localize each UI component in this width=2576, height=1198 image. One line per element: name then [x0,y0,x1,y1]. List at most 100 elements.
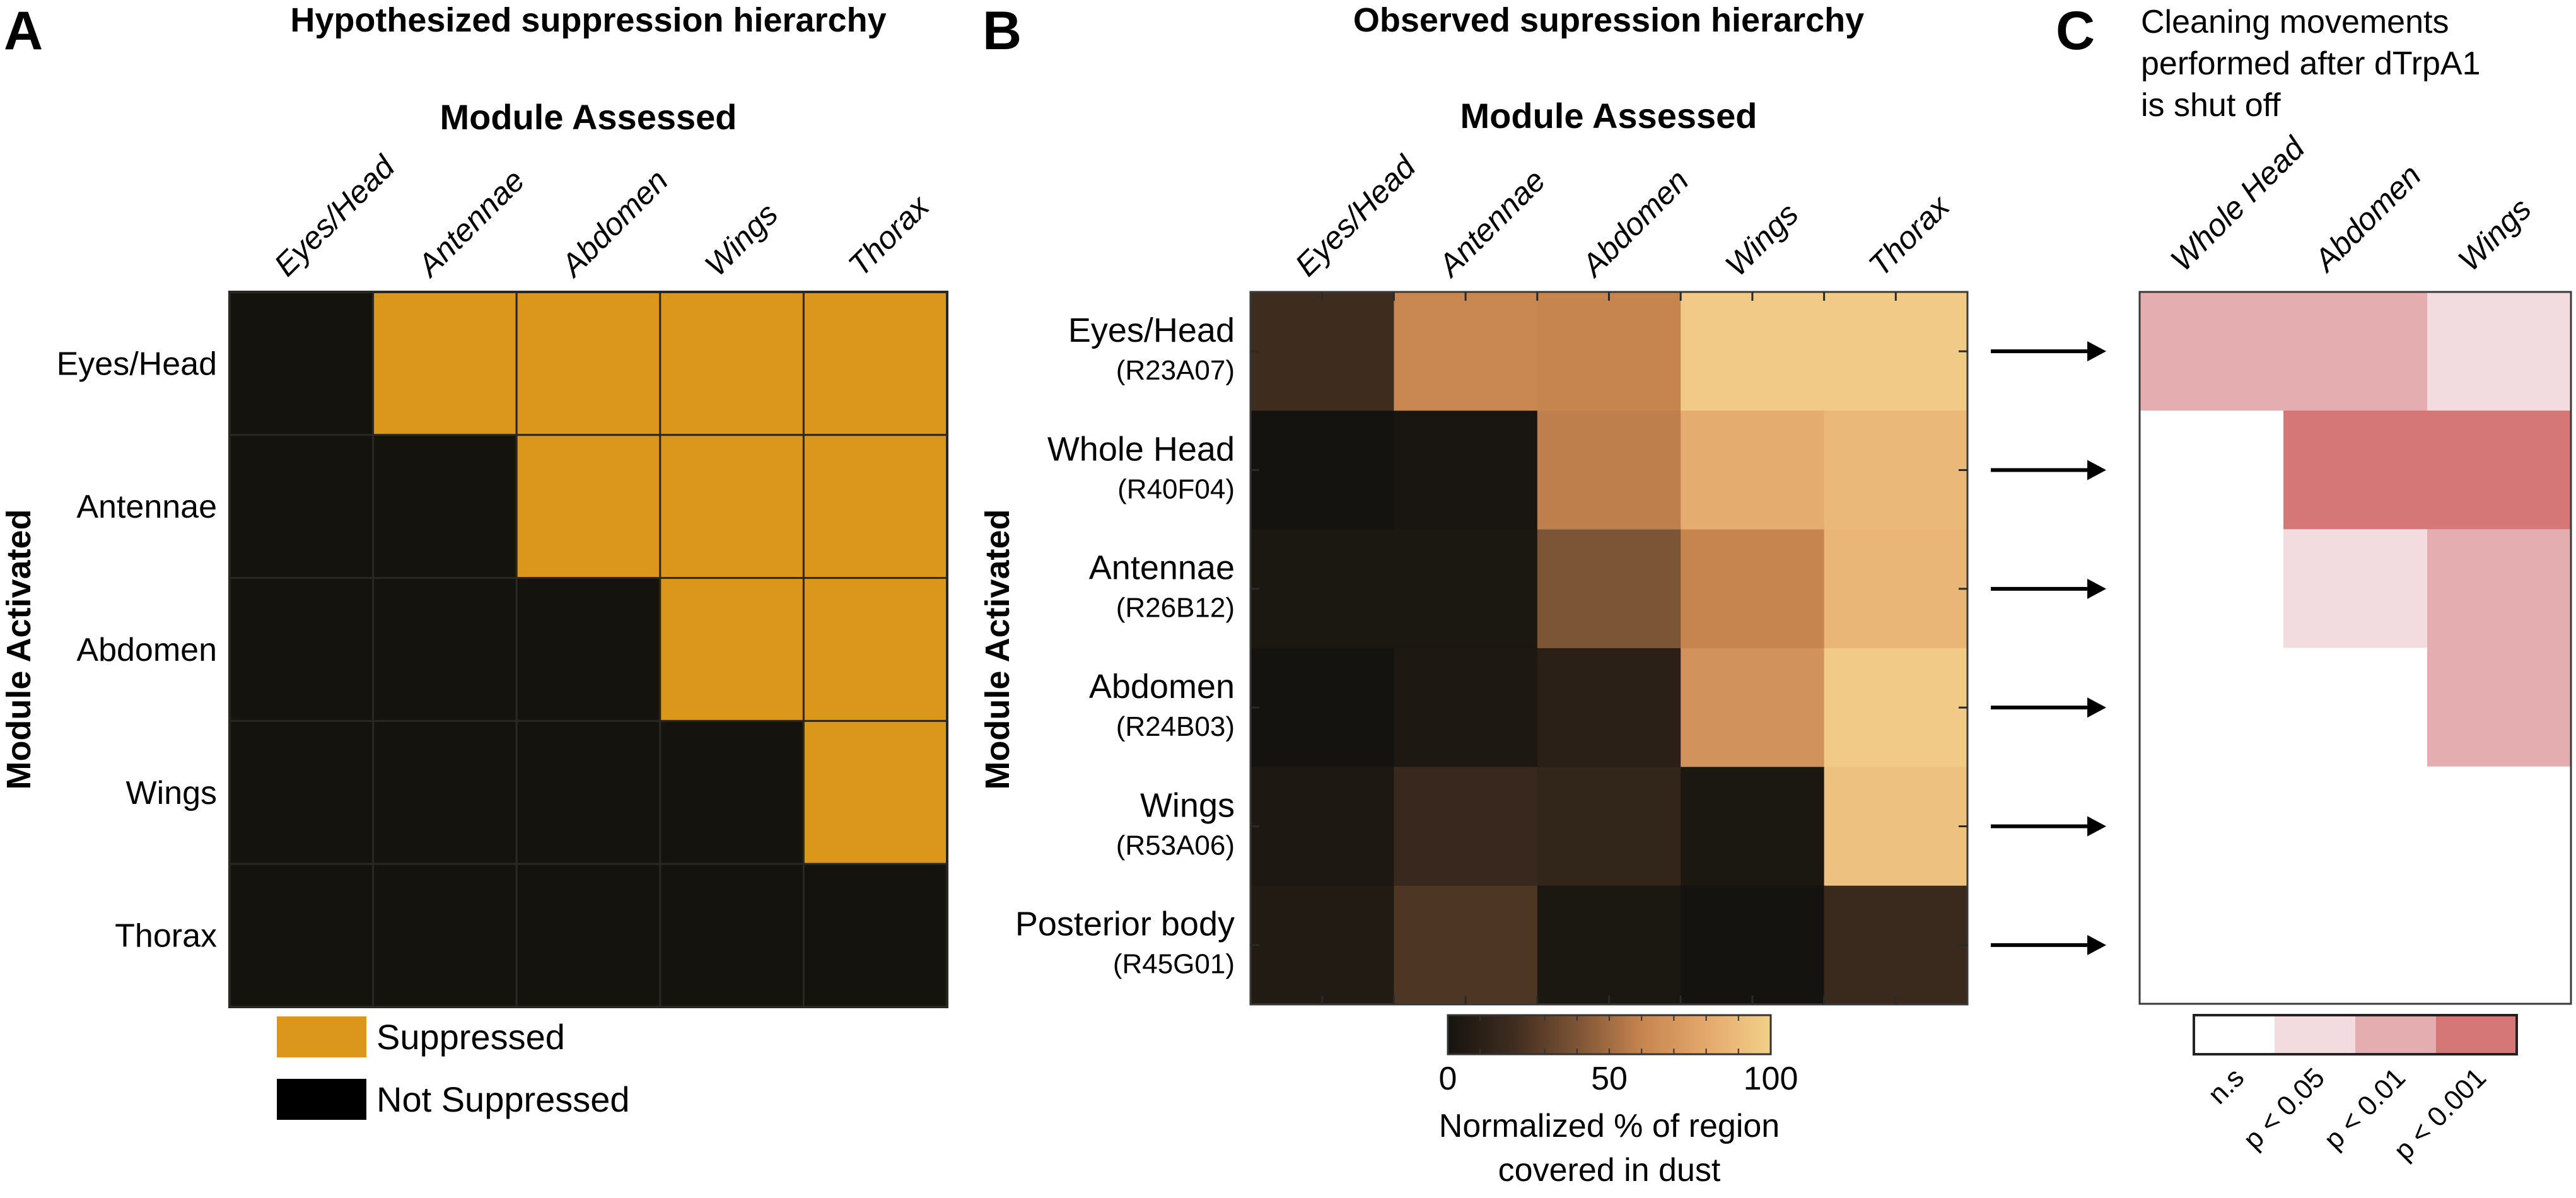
heatmap-cell [1394,292,1538,411]
heatmap-cell [1537,292,1681,411]
heatmap-cell [1537,529,1681,649]
panel-b-row-labels: Eyes/Head (R23A07) Whole Head (R40F04) Anten… [1015,311,1235,980]
legend-swatch-suppressed [277,1016,366,1057]
arrow-head-icon [2087,934,2106,955]
colorbar-title-line-1: Normalized % of region [1439,1108,1780,1144]
panel-a-x-axis-title: Module Assessed [440,97,737,137]
column-label-eyes-head: Eyes/Head [267,148,402,283]
heatmap-cell [1824,767,1968,887]
heatmap-cell [659,719,805,865]
heatmap-cell [515,719,661,865]
panel-a-row-labels: Eyes/Head Antennae Abdomen Wings Thorax [57,346,217,954]
row-label-wings: Wings [1140,786,1235,824]
column-label-thorax: Thorax [1862,188,1957,283]
significance-cell [2283,410,2428,530]
row-label-eyes-head: Eyes/Head [57,346,217,382]
row-driver-line-r40f04: (R40F04) [1117,474,1235,504]
panel-a-title: Hypothesized suppression hierarchy [290,1,886,39]
heatmap-cell [1537,767,1681,887]
heatmap-cell [1681,529,1825,649]
heatmap-cell [1681,767,1825,887]
row-driver-line-r23a07: (R23A07) [1116,355,1235,386]
heatmap-cell [1250,410,1394,530]
legend-swatch-n-s [2194,1015,2275,1054]
column-label-wings: Wings [1718,196,1805,283]
significance-cell [2140,529,2284,648]
legend-label-n-s: n.s [2202,1062,2250,1110]
legend-frame [2193,1014,2518,1056]
heatmap-cell [515,577,661,722]
significance-cell [2283,885,2428,1004]
heatmap-cell [515,291,661,436]
panel-a-y-axis-title: Module Activated [0,509,38,789]
colorbar-title-line-2: covered in dust [1498,1152,1721,1189]
heatmap-frame [228,291,948,1008]
panel-b-heatmap-cells [1249,291,1969,1006]
significance-cell [2140,648,2284,767]
significance-cell [2427,648,2572,767]
heatmap-cell [659,863,805,1008]
panel-b-axis-ticks [1250,292,1967,1004]
panel-letter-a: A [4,1,43,61]
panel-a-column-labels: Eyes/Head Antennae Abdomen Wings Thorax [267,148,936,284]
row-label-abdomen: Abdomen [76,632,217,668]
heatmap-cell [1824,292,1968,411]
heatmap-cell [1250,648,1394,767]
heatmap-cell [515,863,661,1008]
row-label-abdomen: Abdomen [1089,668,1235,706]
row-driver-line-r24b03: (R24B03) [1116,711,1235,742]
heatmap-cell [1250,292,1394,411]
heatmap-cell [802,577,948,722]
legend-swatch-p-0-01 [2355,1015,2436,1054]
panel-c-significance-legend: n.sp < 0.05p < 0.01p < 0.001 [2193,1014,2518,1166]
panel-c: C Cleaning movements performed after dTr… [2056,1,2572,1166]
heatmap-cell [228,434,375,579]
significance-cell [2427,766,2572,886]
row-label-antennae: Antennae [76,489,217,525]
significance-cell [2140,292,2284,411]
panel-a: A Hypothesized suppression hierarchy Mod… [0,1,948,1120]
significance-cell [2427,885,2572,1004]
heatmap-cell [1824,410,1968,530]
column-label-wings: Wings [2451,191,2538,278]
row-arrows [1991,341,2106,955]
colorbar-tick-label: 100 [1744,1061,1798,1097]
row-driver-line-r53a06: (R53A06) [1116,830,1235,861]
heatmap-cell [372,863,518,1008]
heatmap-cell [228,291,375,436]
arrow-head-icon [2087,460,2106,480]
heatmap-cell [1681,648,1825,767]
row-label-wings: Wings [126,775,217,811]
heatmap-cell [1681,885,1825,1005]
panel-letter-b: B [982,1,1022,61]
heatmap-cell [659,291,805,436]
legend-swatch-p-0-05 [2275,1015,2355,1054]
column-label-abdomen: Abdomen [2306,158,2428,279]
heatmap-cell [372,719,518,865]
heatmap-cell [659,577,805,722]
heatmap-cell [372,434,518,579]
panel-a-heatmap-cells [228,291,948,1008]
legend-label-suppressed: Suppressed [376,1017,565,1057]
heatmap-cell [1537,885,1681,1005]
panel-b-title: Observed supression hierarchy [1353,1,1864,39]
row-label-antennae: Antennae [1089,549,1235,587]
significance-cell [2283,529,2428,648]
heatmap-cell [372,291,518,436]
arrow-head-icon [2087,697,2106,718]
legend-swatch-p-0-001 [2436,1015,2517,1054]
heatmap-cell [1250,767,1394,887]
heatmap-cell [1824,529,1968,649]
heatmap-cell [802,863,948,1008]
heatmap-cell [1681,410,1825,530]
significance-cell [2427,292,2572,411]
significance-cell [2283,766,2428,886]
heatmap-cell [1824,885,1968,1005]
heatmap-cell [1824,648,1968,767]
legend-swatch-not-suppressed [277,1079,366,1120]
heatmap-cell [228,577,375,722]
panel-c-title-line-3: is shut off [2141,87,2281,124]
column-label-whole-head: Whole Head [2164,129,2312,278]
column-label-eyes-head: Eyes/Head [1288,148,1423,283]
